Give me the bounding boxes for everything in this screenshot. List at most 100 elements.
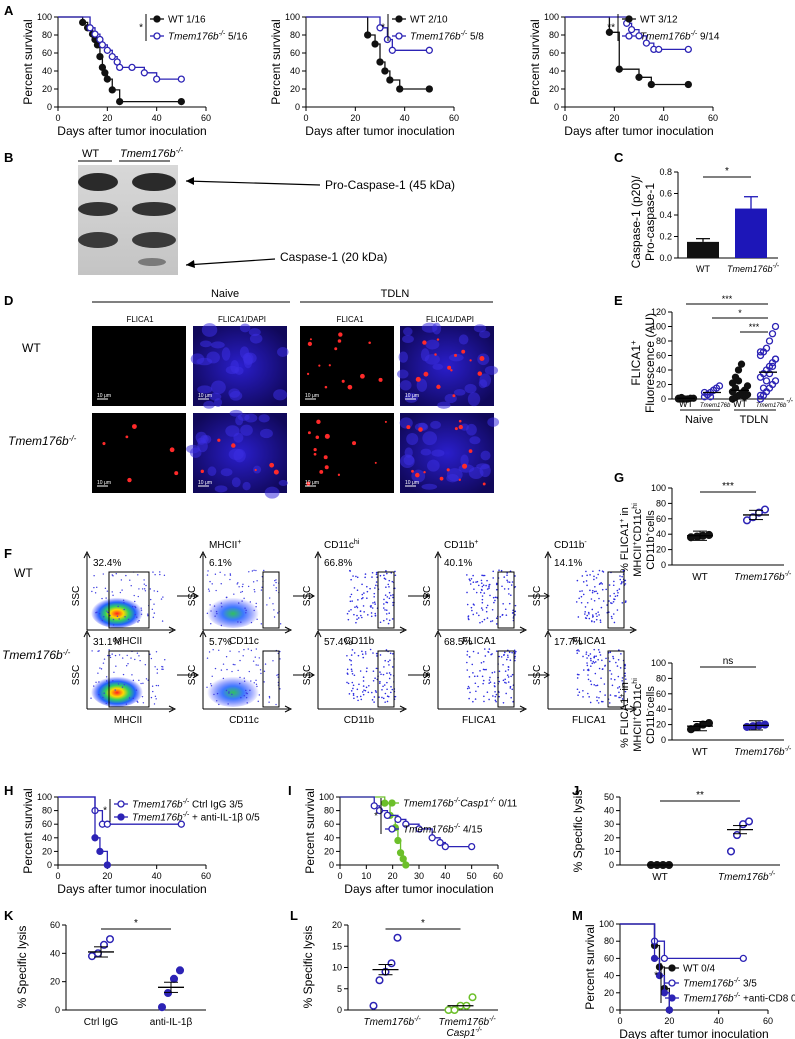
flow-event xyxy=(612,600,615,603)
flow-event xyxy=(492,695,494,697)
e-point xyxy=(683,395,692,403)
flow-event xyxy=(370,691,373,694)
flow-event xyxy=(214,667,217,670)
flow-event xyxy=(580,601,583,604)
scale-label: 10 μm xyxy=(198,480,212,486)
flow-event xyxy=(105,702,107,705)
e-xcat: WT xyxy=(679,399,693,409)
flow-event xyxy=(373,701,375,703)
legend-sig: ** xyxy=(607,23,615,34)
flow-event xyxy=(163,574,166,577)
flow-event xyxy=(612,657,615,660)
flow-event xyxy=(365,686,368,689)
flow-event xyxy=(624,675,626,677)
flow-event xyxy=(356,614,358,617)
dp-g-bottom-ytick-label: 0 xyxy=(661,735,666,745)
flow-event xyxy=(111,574,113,576)
flow-event xyxy=(472,700,474,703)
flow-event xyxy=(593,621,596,623)
surv-m-xtick-label: 40 xyxy=(714,1016,724,1026)
flow-event xyxy=(370,606,372,608)
legend-label: WT 0/4 xyxy=(683,964,715,975)
km-point xyxy=(425,85,433,93)
surv-a3-xtick-label: 60 xyxy=(708,113,718,123)
flow-event xyxy=(510,675,512,678)
flow-event xyxy=(115,665,117,667)
flow-event xyxy=(219,571,221,574)
flow-event xyxy=(237,669,239,672)
dp-xcat: anti-IL-1β xyxy=(150,1017,193,1028)
flow-event xyxy=(243,695,245,697)
surv-i-xtick-label: 50 xyxy=(467,871,477,881)
flow-event xyxy=(208,651,211,653)
flow-event xyxy=(118,618,120,620)
dp-xcat: Ctrl IgG xyxy=(84,1017,119,1028)
flow-event xyxy=(479,591,482,594)
flow-event xyxy=(509,687,512,689)
km-point xyxy=(739,954,747,963)
dotplot-j: 0 10 20 30 40 50 WT Tmem176b-/- ** % Specific lys… xyxy=(571,790,780,883)
e-point xyxy=(715,382,724,390)
dp-point xyxy=(369,1001,378,1010)
legend-sig: * xyxy=(381,23,385,34)
flow-event xyxy=(617,658,620,661)
flow-pct: 68.5% xyxy=(444,637,472,648)
flow-event xyxy=(385,609,388,611)
dp-k-ytick-label: 40 xyxy=(50,948,60,958)
d-col-2: FLICA1/DAPI xyxy=(218,315,266,324)
blot-bands xyxy=(78,173,176,266)
flow-event xyxy=(269,597,271,599)
surv-m-ytick-label: 40 xyxy=(604,971,614,981)
flow-event xyxy=(585,651,588,653)
km-point xyxy=(396,849,405,857)
flow-next-arrowhead xyxy=(308,592,315,600)
flow-event xyxy=(479,621,481,624)
dapi-nucleus xyxy=(214,398,223,407)
surv-legend: Tmem176b-/-Casp1-/- 0/11 Tmem176b-/- 4/15… xyxy=(374,798,518,836)
flica-signal xyxy=(323,455,328,460)
flow-event xyxy=(374,677,376,679)
flow-event xyxy=(349,600,352,603)
flow-event xyxy=(356,695,359,698)
flow-event xyxy=(388,591,391,594)
flow-event xyxy=(362,656,365,659)
flow-event xyxy=(159,571,161,573)
flow-event xyxy=(386,618,388,620)
flow-event xyxy=(609,694,612,696)
flica-signal xyxy=(454,427,458,431)
surv-a3-ytick-label: 40 xyxy=(549,66,559,76)
flow-event xyxy=(347,682,350,685)
flow-event xyxy=(472,613,475,616)
flow-event xyxy=(379,621,382,624)
surv-h-ytick-label: 20 xyxy=(42,846,52,856)
flow-event xyxy=(253,682,255,684)
g-top-ylabel-1: % FLICA1+ in xyxy=(619,507,631,573)
e-ytick-label: 120 xyxy=(651,307,666,317)
flow-event xyxy=(99,613,101,615)
flow-event xyxy=(383,574,385,577)
legend-sig: * xyxy=(139,23,143,34)
km-point xyxy=(103,820,111,828)
flow-arrow xyxy=(83,629,91,638)
flow-event xyxy=(362,693,365,696)
flow-event xyxy=(153,612,156,614)
flow-event xyxy=(384,594,387,596)
flow-event xyxy=(499,616,502,618)
flow-event xyxy=(466,687,469,690)
scale-label: 10 μm xyxy=(97,480,111,486)
flow-event xyxy=(379,680,381,683)
flow-event xyxy=(394,570,396,573)
flow-event xyxy=(275,589,278,592)
flow-event xyxy=(363,611,365,613)
flow-event xyxy=(473,588,475,590)
flow-event xyxy=(136,652,139,654)
flow-event xyxy=(245,612,247,614)
flow-event xyxy=(468,676,471,678)
dapi-nucleus xyxy=(467,392,481,407)
km-point xyxy=(394,836,402,845)
flow-event xyxy=(237,582,239,584)
panel-letter-c: C xyxy=(614,150,624,165)
flow-event xyxy=(483,592,486,594)
flow-event xyxy=(508,581,511,584)
dapi-nucleus xyxy=(242,481,251,491)
